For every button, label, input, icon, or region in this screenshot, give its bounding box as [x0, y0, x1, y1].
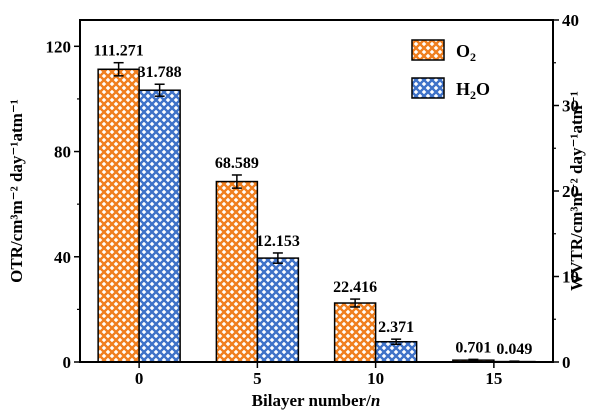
legend-h2o-main: H: [456, 79, 470, 99]
data-label-h2o-5: 12.153: [256, 233, 300, 250]
x-tick-label-0: 0: [135, 369, 144, 388]
bar-o2-0: [97, 68, 140, 363]
bar-o2-10: [333, 302, 377, 363]
bar-o2-5: [215, 180, 259, 363]
y2-axis-title: WVTR/cm³m⁻² day⁻¹atm⁻¹: [567, 91, 586, 291]
bar-h2o-5: [256, 257, 300, 363]
x-tick-label-15: 15: [485, 369, 502, 388]
y2-tick-label-30: 30: [562, 97, 579, 116]
error-bar-o2-5: [231, 174, 242, 189]
legend-h2o-tail: O: [476, 79, 490, 99]
data-label-o2-5: 68.589: [215, 155, 259, 172]
legend: O2 H2O: [411, 39, 490, 102]
legend-o2-main: O: [456, 41, 470, 61]
x-axis-title: Bilayer number/n: [252, 391, 381, 410]
y-tick-label-0: 0: [63, 353, 72, 372]
data-label-h2o-10: 2.371: [378, 319, 414, 336]
y-tick-label-80: 80: [54, 143, 71, 162]
error-bar-h2o-5: [272, 252, 283, 264]
error-bar-h2o-10: [391, 338, 402, 346]
data-label-h2o-15: 0.049: [496, 341, 532, 358]
x-tick-label-5: 5: [253, 369, 262, 388]
error-bar-o2-0: [113, 61, 124, 77]
legend-label-o2: O2: [456, 41, 476, 64]
axes-layer: 0 5 10 15 0 40 80 120 0 10 20 30 40: [46, 11, 580, 388]
bar-h2o-0: [138, 89, 181, 363]
data-label-h2o-0: 31.788: [138, 64, 182, 81]
data-label-o2-0: 111.271: [94, 43, 144, 60]
error-bar-o2-10: [350, 298, 361, 308]
legend-label-h2o: H2O: [456, 79, 490, 102]
y-tick-label-40: 40: [54, 248, 71, 267]
y2-tick-label-40: 40: [562, 11, 579, 30]
y2-tick-label-10: 10: [562, 268, 579, 287]
x-axis-title-text: Bilayer number/: [252, 391, 371, 410]
data-label-o2-10: 22.416: [333, 279, 377, 296]
legend-swatch-h2o: [411, 77, 445, 99]
error-bar-o2-15: [468, 358, 479, 362]
legend-h2o-sub: 2: [470, 88, 476, 102]
y2-tick-label-20: 20: [562, 182, 579, 201]
legend-swatch-o2: [411, 39, 445, 61]
y2-tick-label-0: 0: [562, 353, 571, 372]
error-bar-h2o-0: [154, 83, 165, 97]
x-axis-title-italic: n: [371, 391, 380, 410]
x-tick-label-10: 10: [367, 369, 384, 388]
data-label-o2-15: 0.701: [455, 339, 491, 356]
y-tick-label-120: 120: [46, 37, 72, 56]
bars-layer: [97, 61, 536, 363]
legend-o2-sub: 2: [470, 50, 476, 64]
data-labels-layer: 111.271 31.788 68.589 12.153 22.416 2.371 0.70…: [94, 43, 533, 358]
y-axis-title: OTR/cm³m⁻² day⁻¹atm⁻¹: [7, 99, 26, 283]
